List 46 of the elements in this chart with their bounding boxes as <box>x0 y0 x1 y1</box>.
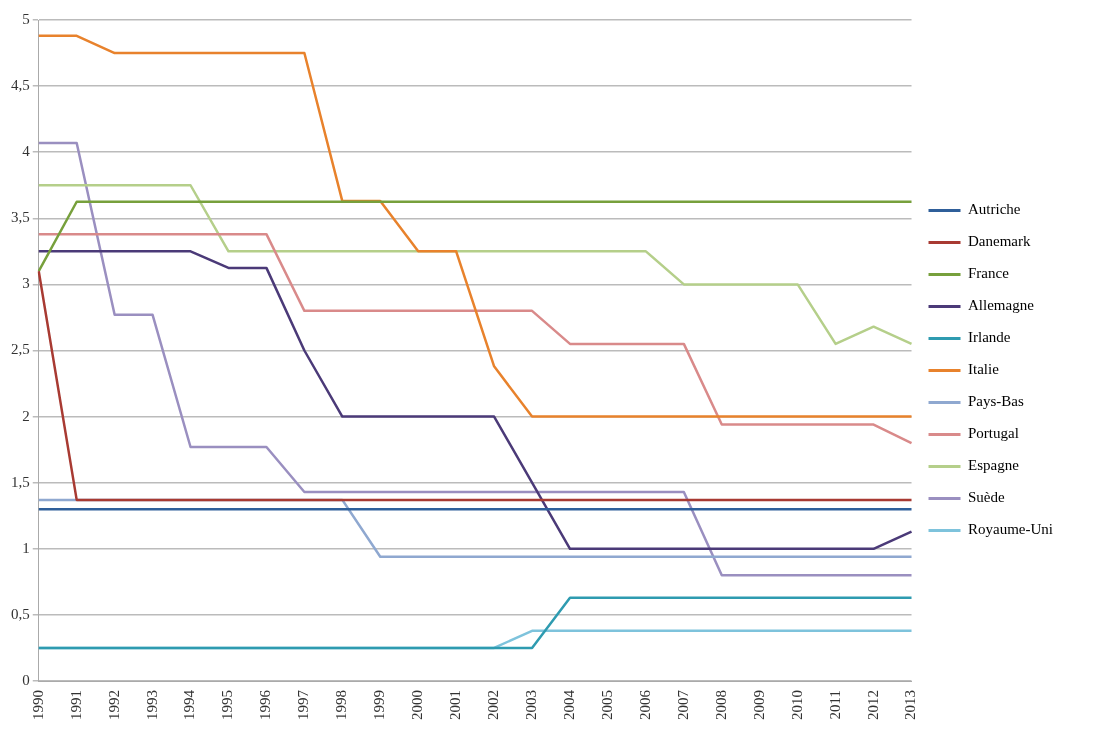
x-tick-label: 2000 <box>409 690 426 720</box>
x-tick-label: 2003 <box>522 690 539 720</box>
legend-label: Irlande <box>968 329 1011 346</box>
legend-label: Pays-Bas <box>968 393 1025 410</box>
x-tick-label: 1993 <box>143 690 160 720</box>
legend-label: Italie <box>968 361 1000 378</box>
x-tick-label: 1990 <box>29 690 46 720</box>
x-tick-label: 2011 <box>826 690 843 720</box>
x-tick-label: 2004 <box>560 689 577 720</box>
y-tick-label: 2,5 <box>11 341 30 358</box>
x-tick-label: 2009 <box>750 690 767 720</box>
legend-label: Danemark <box>968 233 1031 250</box>
x-tick-label: 1999 <box>371 690 388 720</box>
x-tick-label: 2007 <box>674 689 691 720</box>
y-tick-label: 4 <box>22 143 31 160</box>
x-tick-label: 1998 <box>333 690 350 720</box>
x-tick-label: 1994 <box>181 689 198 720</box>
x-tick-label: 2006 <box>636 689 653 720</box>
x-tick-label: 1997 <box>295 689 312 720</box>
legend-label: Autriche <box>968 201 1021 218</box>
legend-label: Espagne <box>968 457 1020 474</box>
x-tick-label: 2008 <box>712 690 729 720</box>
x-tick-label: 2013 <box>902 690 919 720</box>
y-tick-label: 1 <box>22 539 30 556</box>
x-tick-label: 1991 <box>67 690 84 720</box>
legend-label: France <box>968 265 1010 282</box>
x-tick-label: 2001 <box>447 690 464 720</box>
legend-label: Portugal <box>968 425 1019 442</box>
y-tick-label: 1,5 <box>11 473 30 490</box>
legend-label: Allemagne <box>968 297 1035 314</box>
y-tick-label: 3,5 <box>11 209 30 226</box>
y-tick-label: 2 <box>22 407 30 424</box>
x-tick-label: 2005 <box>598 690 615 720</box>
y-tick-label: 4,5 <box>11 77 30 94</box>
y-tick-label: 3 <box>22 275 30 292</box>
y-tick-label: 0 <box>22 671 30 688</box>
x-tick-label: 2002 <box>485 690 502 720</box>
x-tick-label: 2010 <box>788 690 805 720</box>
x-tick-label: 1992 <box>105 690 122 720</box>
legend-label: Royaume-Uni <box>968 521 1053 538</box>
y-tick-label: 0,5 <box>11 605 30 622</box>
x-tick-label: 1995 <box>219 690 236 720</box>
x-tick-label: 2012 <box>864 690 881 720</box>
x-tick-label: 1996 <box>257 689 274 720</box>
legend-label: Suède <box>968 489 1006 506</box>
y-tick-label: 5 <box>22 10 30 27</box>
